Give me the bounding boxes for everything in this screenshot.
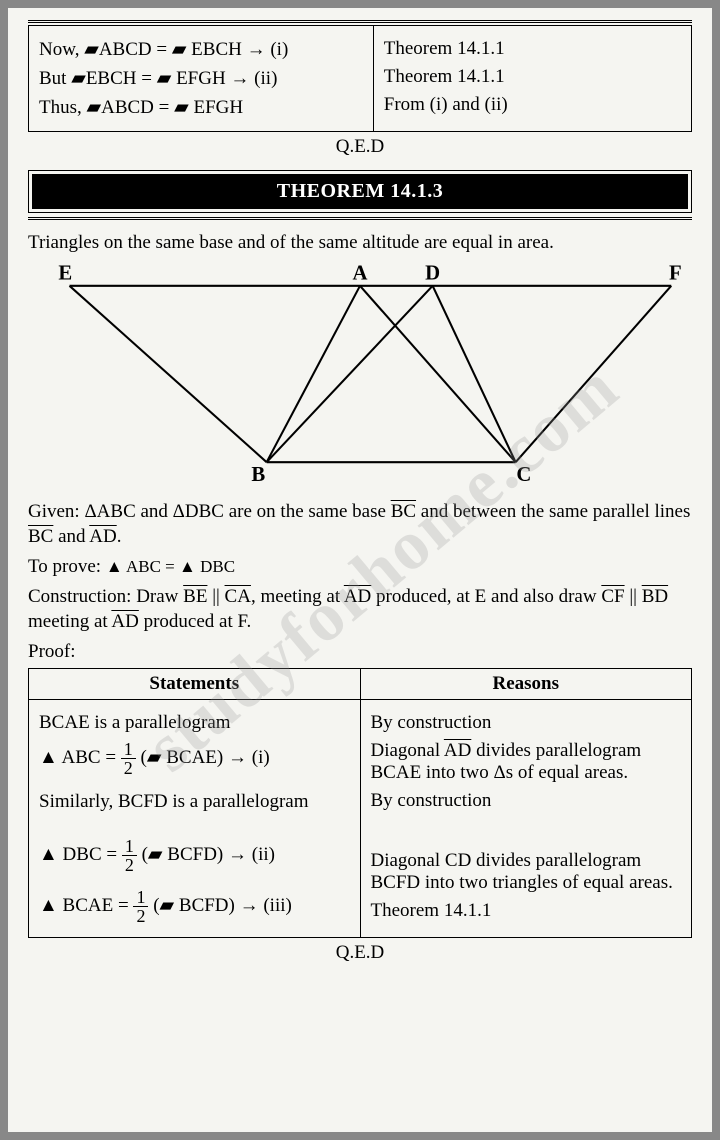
given-t2: and between the same parallel lines — [416, 501, 690, 522]
s4: ▲ DBC = 12 (▰ BCFD) → (ii) — [39, 837, 350, 874]
r2: Diagonal AD divides parallelogram BCAE i… — [371, 740, 682, 784]
s2-den: 2 — [121, 759, 136, 777]
given-period: . — [117, 526, 122, 547]
s2: ▲ ABC = 12 (▰ BCAE) → (i) — [39, 740, 350, 777]
given-prefix: Given: — [28, 501, 84, 522]
s5a: ▲ BCAE = — [39, 895, 133, 916]
proof-label: Proof: — [28, 639, 692, 665]
c-be: BE — [183, 586, 207, 607]
s5-num: 1 — [133, 888, 148, 907]
s1: BCAE is a parallelogram — [39, 712, 350, 734]
given-and: and — [53, 526, 89, 547]
th-statements: Statements — [29, 669, 361, 700]
given-bc2: BC — [28, 526, 53, 547]
s2-frac: 12 — [121, 740, 136, 777]
table-header-row: Statements Reasons — [29, 669, 692, 700]
c-cf: CF — [601, 586, 624, 607]
statements-cell: BCAE is a parallelogram ▲ ABC = 12 (▰ BC… — [29, 700, 361, 938]
given-t1: ΔABC and ΔDBC are on the same base — [84, 501, 390, 522]
construction-line: Construction: Draw BE || CA, meeting at … — [28, 584, 692, 635]
given-line: Given: ΔABC and ΔDBC are on the same bas… — [28, 499, 692, 550]
s4-num: 1 — [122, 837, 137, 856]
c-ad: AD — [344, 586, 371, 607]
qed-1: Q.E.D — [28, 136, 692, 158]
top-rule — [28, 20, 692, 23]
svg-text:C: C — [516, 464, 531, 484]
s2b: (▰ BCAE) → (i) — [136, 747, 270, 768]
toprove-text: ▲ ABC = ▲ DBC — [106, 557, 235, 576]
r3: By construction — [371, 790, 682, 812]
s2-num: 1 — [121, 740, 136, 759]
s4-frac: 12 — [122, 837, 137, 874]
r5: Theorem 14.1.1 — [371, 900, 682, 922]
theorem-box: THEOREM 14.1.3 — [28, 170, 692, 213]
top-l3: Thus, ▰ABCD = ▰ EFGH — [39, 96, 363, 119]
toprove-line: To prove: ▲ ABC = ▲ DBC — [28, 554, 692, 580]
c-2a: || — [625, 586, 642, 607]
top-right-cell: Theorem 14.1.1 Theorem 14.1.1 From (i) a… — [373, 26, 691, 132]
svg-text:B: B — [251, 464, 265, 484]
top-r1: Theorem 14.1.1 — [384, 38, 681, 60]
reasons-cell: By construction Diagonal AD divides para… — [360, 700, 692, 938]
top-l2: But ▰EBCH = ▰ EFGH → (ii) — [39, 67, 363, 90]
th-reasons: Reasons — [360, 669, 692, 700]
c-2b: meeting at — [28, 611, 111, 632]
theorem-statement: Triangles on the same base and of the sa… — [28, 230, 692, 256]
triangle-diagram: E A D F B C — [28, 264, 692, 484]
s2a: ▲ ABC = — [39, 747, 121, 768]
top-proof-table: Now, ▰ABCD = ▰ EBCH → (i) But ▰EBCH = ▰ … — [28, 25, 692, 132]
top-left-cell: Now, ▰ABCD = ▰ EBCH → (i) But ▰EBCH = ▰ … — [29, 26, 374, 132]
qed-2: Q.E.D — [28, 942, 692, 964]
c-ca: CA — [225, 586, 251, 607]
s4-den: 2 — [122, 856, 137, 874]
top-r3: From (i) and (ii) — [384, 94, 681, 116]
c-bd: BD — [642, 586, 668, 607]
c-1c: , meeting at — [251, 586, 344, 607]
svg-text:F: F — [669, 264, 682, 285]
main-proof-table: Statements Reasons BCAE is a parallelogr… — [28, 668, 692, 938]
svg-text:D: D — [425, 264, 440, 285]
c-1b: || — [207, 586, 224, 607]
r1: By construction — [371, 712, 682, 734]
s5-frac: 12 — [133, 888, 148, 925]
toprove-prefix: To prove: — [28, 556, 106, 577]
c-ad2: AD — [111, 611, 138, 632]
table-row: BCAE is a parallelogram ▲ ABC = 12 (▰ BC… — [29, 700, 692, 938]
theorem-banner: THEOREM 14.1.3 — [32, 174, 688, 209]
r2-ad: AD — [444, 740, 471, 761]
construction-prefix: Construction: — [28, 586, 136, 607]
c-1d: produced, at E and also draw — [371, 586, 601, 607]
r4: Diagonal CD divides parallelogram BCFD i… — [371, 850, 682, 894]
s4a: ▲ DBC = — [39, 844, 122, 865]
s4b: (▰ BCFD) → (ii) — [137, 844, 275, 865]
given-ad: AD — [89, 526, 116, 547]
s5: ▲ BCAE = 12 (▰ BCFD) → (iii) — [39, 888, 350, 925]
c-2c: produced at F. — [139, 611, 251, 632]
page: studyforhome.com Now, ▰ABCD = ▰ EBCH → (… — [8, 8, 712, 1132]
svg-text:E: E — [58, 264, 72, 285]
given-bc: BC — [391, 501, 416, 522]
top-l1: Now, ▰ABCD = ▰ EBCH → (i) — [39, 38, 363, 61]
r2a: Diagonal — [371, 740, 444, 761]
c-1a: Draw — [136, 586, 183, 607]
s5-den: 2 — [133, 907, 148, 925]
s3: Similarly, BCFD is a parallelogram — [39, 791, 350, 813]
theorem-rule — [28, 217, 692, 220]
s5b: (▰ BCFD) → (iii) — [148, 895, 291, 916]
top-r2: Theorem 14.1.1 — [384, 66, 681, 88]
svg-text:A: A — [353, 264, 368, 285]
